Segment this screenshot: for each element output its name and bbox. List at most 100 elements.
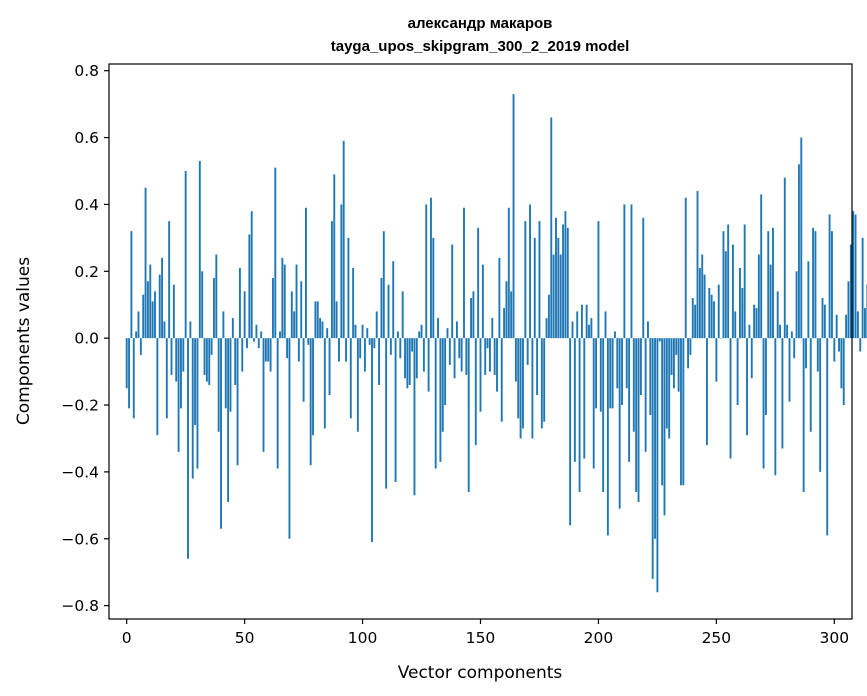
bar-62 <box>271 277 274 339</box>
bar-297 <box>826 338 829 536</box>
bar-89 <box>335 301 338 339</box>
bar-247 <box>708 288 711 339</box>
bar-52 <box>248 234 251 339</box>
bar-70 <box>290 291 293 339</box>
bar-228 <box>663 338 666 516</box>
bar-57 <box>260 331 263 339</box>
bar-111 <box>387 284 390 339</box>
bar-254 <box>724 251 727 339</box>
bar-162 <box>507 207 510 339</box>
bar-192 <box>578 338 581 492</box>
bar-4 <box>135 331 138 339</box>
bar-158 <box>498 257 501 339</box>
bar-184 <box>559 254 562 339</box>
bar-29 <box>194 338 197 426</box>
bar-253 <box>722 231 725 339</box>
bar-259 <box>736 338 739 406</box>
bar-116 <box>399 338 402 359</box>
bar-285 <box>797 164 800 339</box>
bar-36 <box>210 338 213 355</box>
x-tick-label: 50 <box>235 629 255 647</box>
bar-217 <box>637 338 640 502</box>
bar-0 <box>125 338 128 389</box>
bar-286 <box>800 137 803 339</box>
bar-263 <box>746 338 748 436</box>
bar-119 <box>406 338 409 389</box>
bar-189 <box>571 321 574 339</box>
bar-178 <box>545 318 548 339</box>
bar-190 <box>573 338 576 462</box>
bar-122 <box>413 338 416 496</box>
bar-278 <box>781 338 784 449</box>
bar-194 <box>583 338 586 459</box>
bar-229 <box>665 338 668 429</box>
bar-18 <box>168 221 171 339</box>
bar-142 <box>460 338 463 372</box>
bar-220 <box>644 338 647 452</box>
bar-304 <box>842 338 845 406</box>
bar-195 <box>585 304 588 339</box>
bar-118 <box>404 338 406 379</box>
bar-77 <box>307 338 310 345</box>
chart-title: александр макаров <box>408 15 553 32</box>
bar-165 <box>514 338 517 382</box>
bar-93 <box>345 338 347 362</box>
bar-137 <box>448 338 451 365</box>
bar-280 <box>786 324 789 339</box>
bar-299 <box>831 231 833 339</box>
bar-75 <box>302 338 305 402</box>
bar-11 <box>151 301 154 339</box>
bar-112 <box>389 338 392 355</box>
x-tick-label: 100 <box>348 629 378 647</box>
bar-291 <box>812 227 815 339</box>
bar-206 <box>611 338 614 409</box>
bar-275 <box>774 338 777 476</box>
bar-154 <box>488 338 491 372</box>
y-tick-label: 0.6 <box>74 129 99 147</box>
bar-124 <box>418 331 421 339</box>
bar-65 <box>279 331 281 339</box>
bar-249 <box>713 301 715 339</box>
bar-205 <box>609 338 612 409</box>
y-tick-label: −0.6 <box>61 530 99 548</box>
bar-238 <box>687 338 690 369</box>
bar-60 <box>267 338 270 362</box>
bar-250 <box>715 338 718 382</box>
bar-183 <box>557 237 560 339</box>
bar-172 <box>531 338 534 439</box>
bar-82 <box>319 318 322 339</box>
bar-246 <box>705 338 708 446</box>
bar-103 <box>368 338 371 345</box>
bar-292 <box>814 231 817 339</box>
bar-59 <box>264 338 267 362</box>
bar-32 <box>201 271 204 339</box>
bar-243 <box>698 267 701 339</box>
bar-226 <box>658 338 661 342</box>
bar-90 <box>338 338 340 362</box>
bar-69 <box>288 338 291 539</box>
bar-294 <box>819 338 822 472</box>
bar-135 <box>444 338 447 406</box>
bar-128 <box>427 338 430 392</box>
bar-5 <box>137 311 140 339</box>
bar-313 <box>864 308 866 339</box>
bar-260 <box>739 267 741 339</box>
bar-177 <box>543 338 546 422</box>
y-axis-label: Components values <box>14 257 34 425</box>
bar-271 <box>764 338 767 416</box>
bar-101 <box>363 338 366 372</box>
bar-268 <box>757 254 760 339</box>
bar-279 <box>783 177 786 339</box>
x-axis-label: Vector components <box>398 663 563 683</box>
bar-289 <box>807 261 810 339</box>
y-tick-label: 0.2 <box>74 263 99 281</box>
bar-76 <box>305 207 307 339</box>
x-tick-label: 150 <box>466 629 496 647</box>
x-tick-label: 250 <box>702 629 732 647</box>
bar-43 <box>227 338 230 502</box>
bar-203 <box>604 311 607 339</box>
bar-240 <box>691 298 694 339</box>
bar-24 <box>182 338 185 372</box>
bar-282 <box>790 331 793 339</box>
bar-242 <box>696 191 699 339</box>
